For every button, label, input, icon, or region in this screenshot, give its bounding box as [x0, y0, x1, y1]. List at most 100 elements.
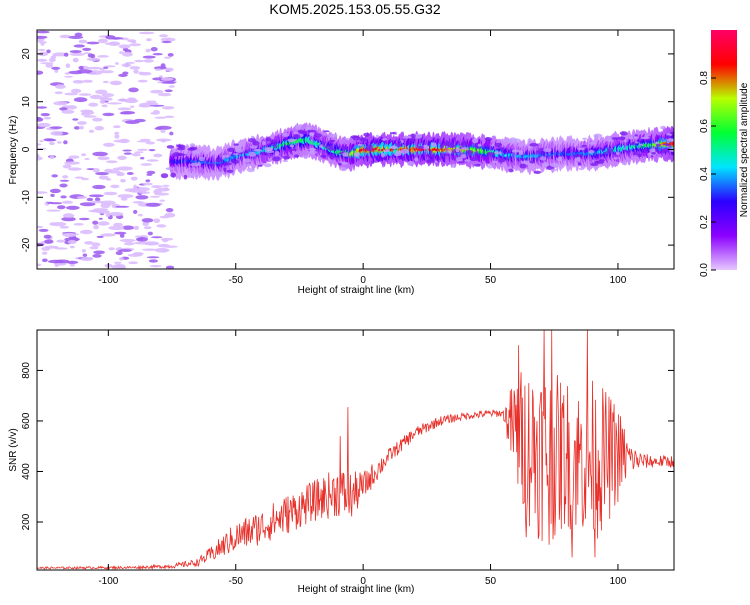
ridge-speckle — [440, 153, 449, 157]
ridge-speckle — [494, 151, 502, 155]
ridge-speckle — [359, 137, 367, 142]
ridge-speckle — [352, 148, 357, 151]
ridge-speckle — [537, 148, 544, 154]
noise-blob — [59, 183, 68, 188]
noise-blob — [79, 229, 93, 235]
noise-blob — [95, 89, 108, 95]
noise-blob — [124, 188, 138, 192]
noise-blob — [92, 168, 100, 173]
noise-blob — [97, 221, 110, 226]
noise-blob — [163, 245, 178, 248]
noise-blob — [73, 44, 86, 48]
noise-blob — [142, 248, 158, 251]
noise-blob — [37, 122, 51, 128]
noise-blob — [122, 51, 133, 57]
ridge-speckle — [341, 145, 349, 150]
ridge-speckle — [637, 153, 642, 158]
noise-blob — [43, 116, 52, 120]
noise-blob — [133, 69, 139, 74]
ridge-speckle — [290, 148, 298, 151]
noise-blob — [146, 38, 152, 42]
noise-blob — [158, 92, 172, 97]
noise-blob — [119, 257, 124, 261]
noise-blob — [159, 199, 166, 202]
noise-blob — [99, 99, 106, 104]
noise-blob — [62, 164, 72, 169]
ridge-speckle — [294, 134, 301, 139]
noise-blob — [93, 250, 105, 255]
noise-blob — [127, 97, 137, 101]
ridge-speckle — [226, 169, 234, 173]
spectrogram-heatmap — [37, 30, 674, 269]
noise-blob — [88, 194, 104, 198]
ridge-speckle — [272, 156, 281, 162]
noise-blob — [49, 202, 63, 205]
y-tick-label: -10 — [21, 190, 32, 205]
noise-blob — [118, 44, 131, 49]
noise-blob — [128, 261, 139, 265]
ridge-speckle — [595, 160, 604, 164]
noise-blob — [76, 196, 88, 199]
noise-blob — [115, 251, 123, 256]
ridge-speckle — [248, 152, 256, 157]
noise-blob — [53, 101, 68, 106]
noise-blob — [92, 220, 99, 225]
ridge-speckle — [578, 167, 585, 171]
noise-blob — [143, 59, 154, 63]
ridge-speckle — [550, 168, 557, 172]
noise-blob — [156, 224, 167, 228]
ridge-speckle — [509, 137, 517, 143]
ridge-speckle — [511, 149, 521, 153]
ridge-speckle — [623, 139, 627, 143]
ridge-speckle — [243, 158, 251, 163]
noise-blob — [132, 252, 144, 256]
noise-blob — [144, 102, 158, 106]
x-tick-label: -50 — [229, 275, 244, 286]
noise-blob — [120, 197, 128, 201]
noise-blob — [59, 225, 70, 229]
noise-blob — [158, 75, 163, 78]
noise-blob — [130, 105, 135, 108]
noise-blob — [121, 225, 135, 230]
noise-blob — [59, 107, 68, 111]
ridge-speckle — [641, 148, 647, 154]
ridge-speckle — [338, 162, 342, 166]
ridge-speckle — [363, 132, 370, 137]
ridge-speckle — [660, 150, 668, 154]
noise-blob — [88, 129, 95, 133]
noise-blob — [59, 179, 70, 182]
noise-blob — [94, 197, 101, 202]
noise-blob — [77, 121, 87, 125]
y-tick-label: -20 — [21, 237, 32, 252]
noise-blob — [61, 216, 76, 222]
ridge-speckle — [529, 143, 539, 147]
noise-blob — [103, 191, 118, 196]
noise-blob — [119, 233, 125, 238]
ridge-speckle — [267, 148, 273, 151]
ridge-speckle — [398, 143, 402, 147]
ridge-speckle — [508, 168, 514, 173]
y-tick-label: 0 — [21, 146, 32, 152]
ridge-speckle — [176, 153, 184, 156]
noise-blob — [128, 87, 139, 93]
noise-blob — [38, 51, 49, 57]
noise-blob — [69, 245, 75, 249]
noise-blob — [73, 97, 88, 103]
noise-blob — [82, 79, 93, 83]
y-tick-label: 600 — [21, 412, 32, 429]
ridge-speckle — [607, 136, 613, 142]
noise-blob — [66, 260, 79, 264]
noise-blob — [129, 66, 141, 70]
ridge-speckle — [214, 171, 222, 175]
ridge-speckle — [457, 161, 465, 164]
ridge-speckle — [160, 173, 169, 179]
noise-blob — [79, 202, 96, 207]
ridge-speckle — [577, 162, 582, 166]
noise-blob — [156, 125, 172, 130]
ridge-speckle — [582, 137, 587, 140]
noise-blob — [37, 191, 48, 194]
noise-blob — [56, 239, 66, 243]
noise-blob — [110, 184, 120, 189]
noise-blob — [113, 222, 124, 227]
noise-blob — [133, 209, 138, 214]
